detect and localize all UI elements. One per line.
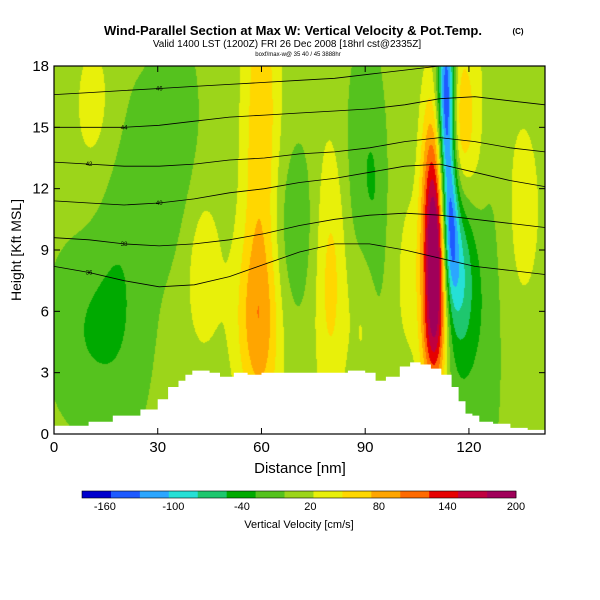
colorbar-swatch <box>487 491 517 498</box>
y-tick-label: 15 <box>32 119 49 136</box>
y-axis-label: Height [Kft MSL] <box>8 199 24 301</box>
y-tick-label: 3 <box>41 365 49 382</box>
isentrope-label: 42 <box>86 162 93 168</box>
isentrope-line <box>54 212 545 247</box>
isentrope-label: 46 <box>156 86 163 92</box>
chart-subtitle: Valid 1400 LST (1200Z) FRI 26 Dec 2008 [… <box>153 39 421 50</box>
colorbar-swatch <box>429 491 459 498</box>
colorbar-swatch <box>197 491 228 498</box>
isentrope-line <box>54 163 545 206</box>
colorbar-swatch <box>313 491 343 498</box>
colorbar-tick-label: -40 <box>234 501 250 513</box>
colorbar-swatch <box>110 491 141 498</box>
x-tick-label: 0 <box>50 439 58 456</box>
x-axis-label: Distance [nm] <box>254 460 346 477</box>
colorbar-tick-label: -100 <box>162 501 184 513</box>
isentrope-contours: 36 38 40 42 44 46 <box>54 66 545 288</box>
isentrope-line <box>54 243 545 288</box>
colorbar-swatch <box>284 491 314 498</box>
y-tick-label: 18 <box>32 58 49 75</box>
colorbar-swatch <box>400 491 430 498</box>
colorbar-frame <box>81 490 517 499</box>
chart-title-mark: (C) <box>512 27 523 36</box>
colorbar-tick-label: -160 <box>94 501 116 513</box>
x-tick-label: 30 <box>149 439 166 456</box>
colorbar-swatch <box>342 491 372 498</box>
colorbar-swatch <box>458 491 488 498</box>
isentrope-line <box>54 96 545 128</box>
isentrope-label: 44 <box>121 125 128 131</box>
colorbar-swatch <box>82 491 112 498</box>
y-tick-label: 6 <box>41 303 49 320</box>
velocity-field <box>54 66 545 434</box>
isentrope-line <box>54 137 545 167</box>
y-tick-label: 12 <box>32 181 49 198</box>
colorbar-label: Vertical Velocity [cm/s] <box>244 519 353 531</box>
colorbar-tick-label: 80 <box>373 501 385 513</box>
colorbar-tick-label: 200 <box>507 501 525 513</box>
isentrope-line <box>54 66 545 95</box>
colorbar-swatch <box>255 491 285 498</box>
colorbar-tick-label: 140 <box>438 501 456 513</box>
colorbar: -160 -100 -40 20 80 140 200 <box>81 490 525 513</box>
isentrope-label: 36 <box>86 270 93 276</box>
isentrope-label: 38 <box>121 242 128 248</box>
isentrope-label: 40 <box>156 201 163 207</box>
x-tick-label: 120 <box>456 439 481 456</box>
y-tick-label: 0 <box>41 426 49 443</box>
colorbar-swatch <box>139 491 170 498</box>
colorbar-swatch <box>226 491 256 498</box>
chart-title: Wind-Parallel Section at Max W: Vertical… <box>104 23 482 38</box>
colorbar-tick-label: 20 <box>304 501 316 513</box>
colorbar-swatch <box>371 491 401 498</box>
x-tick-label: 60 <box>253 439 270 456</box>
y-tick-label: 9 <box>41 242 49 259</box>
terrain-profile <box>54 362 545 434</box>
x-axis: 0 30 60 90 120 <box>50 66 481 456</box>
colorbar-swatch <box>168 491 199 498</box>
chart-subtitle-small: boxf/max-w@ 35 40 / 45 3888hr <box>255 52 340 58</box>
x-tick-label: 90 <box>357 439 374 456</box>
